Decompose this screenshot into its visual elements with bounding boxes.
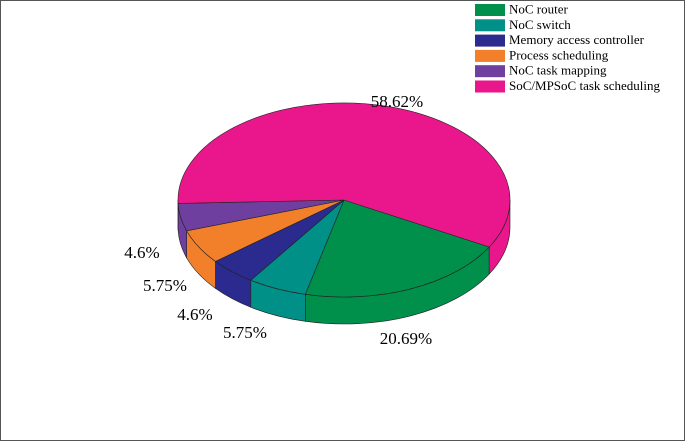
legend-swatch (475, 49, 505, 62)
value-label: 58.62% (371, 92, 423, 111)
value-label: 4.6% (124, 243, 159, 262)
value-labels: 20.69% 5.75% 4.6% 5.75% 4.6% 58.62% (124, 92, 432, 348)
legend-swatch (475, 34, 505, 47)
legend-swatch (475, 65, 505, 78)
value-label: 5.75% (223, 323, 267, 342)
value-label: 5.75% (143, 276, 187, 295)
pie-slice (304, 199, 490, 298)
legend-label: SoC/MPSoC task scheduling (509, 78, 660, 93)
legend-label: NoC task mapping (509, 63, 607, 78)
legend-swatch (475, 4, 505, 16)
value-label: 4.6% (177, 305, 212, 324)
legend-swatch (475, 80, 505, 93)
value-label: 20.69% (380, 329, 432, 348)
pie-slice (177, 102, 511, 248)
legend-label: NoC router (509, 1, 569, 16)
legend-label: Memory access controller (509, 32, 645, 47)
legend-label: Process scheduling (509, 47, 609, 62)
pie-tops (177, 102, 511, 298)
legend-swatch (475, 19, 505, 32)
legend-label: NoC switch (509, 17, 571, 32)
